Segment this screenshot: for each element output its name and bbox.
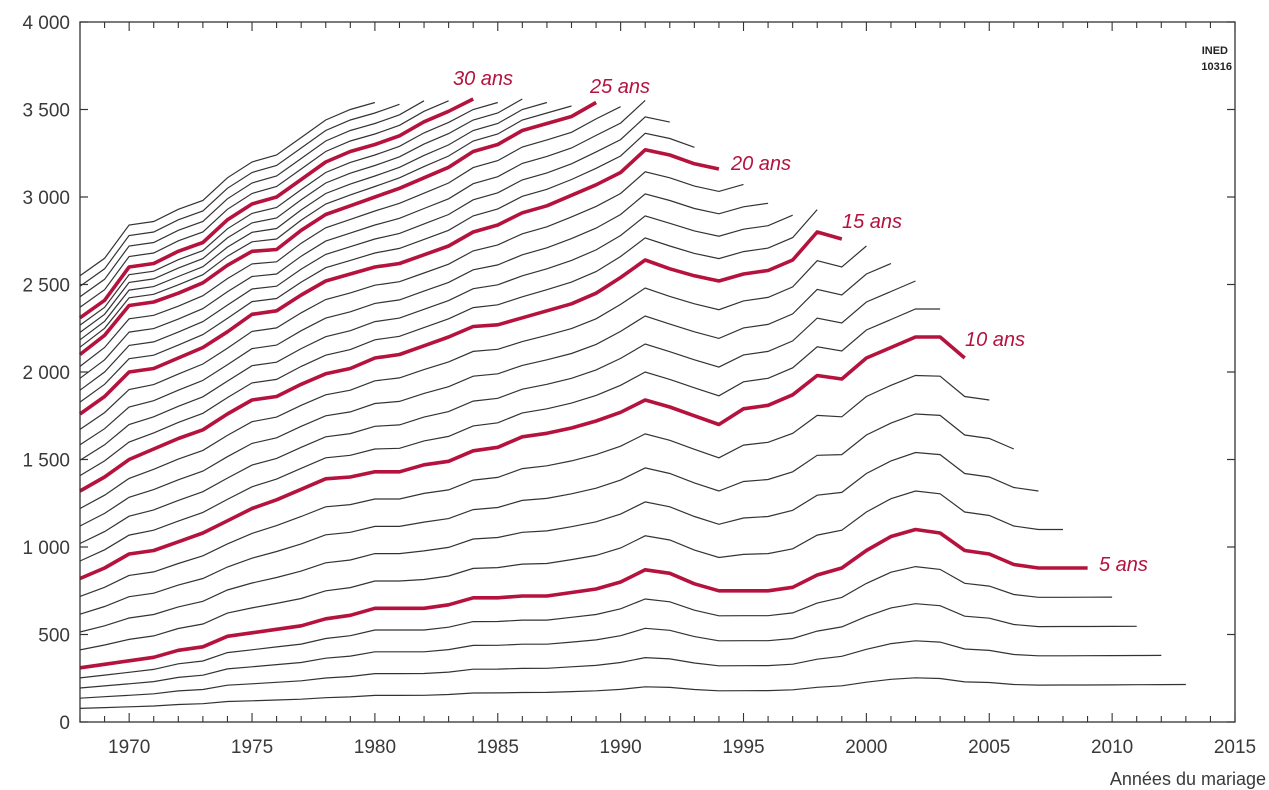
series-label: 25 ans bbox=[589, 76, 650, 98]
y-tick-label: 0 bbox=[59, 713, 70, 734]
y-tick-label: 1 500 bbox=[22, 451, 70, 472]
background-series-line bbox=[79, 490, 1063, 651]
highlighted-series-line bbox=[79, 335, 966, 581]
x-tick-label: 1980 bbox=[354, 737, 396, 758]
background-series-lines bbox=[79, 98, 1186, 709]
x-tick-label: 2010 bbox=[1091, 737, 1133, 758]
highlighted-series-line bbox=[79, 527, 1088, 670]
x-tick-label: 1985 bbox=[477, 737, 519, 758]
y-tick-label: 1 000 bbox=[22, 538, 70, 559]
y-tick-label: 500 bbox=[38, 626, 70, 647]
labels: 5 ans 10 ans 15 ans 20 ans 25 ans 30 ans bbox=[453, 68, 1148, 576]
background-series-line bbox=[79, 171, 744, 430]
series-label: 15 ans bbox=[842, 211, 902, 233]
x-tick-label: 1995 bbox=[722, 737, 764, 758]
x-tick-label: 1970 bbox=[108, 737, 150, 758]
x-tick-label: 1990 bbox=[599, 737, 641, 758]
background-series-line bbox=[79, 262, 892, 527]
background-series-line bbox=[79, 308, 941, 562]
background-series-line bbox=[79, 214, 793, 461]
y-tick-label: 3 000 bbox=[22, 188, 70, 209]
background-series-line bbox=[79, 101, 376, 277]
y-tick-label: 3 500 bbox=[22, 101, 70, 122]
background-series-line bbox=[79, 565, 1113, 679]
background-series-line bbox=[79, 101, 498, 326]
series-label: 20 ans bbox=[730, 153, 791, 175]
y-tick-label: 2 500 bbox=[22, 276, 70, 297]
series-label: 10 ans bbox=[965, 329, 1025, 351]
background-series-line bbox=[79, 100, 449, 308]
background-series-line bbox=[79, 100, 425, 298]
highlighted-series-line bbox=[78, 97, 475, 320]
background-series-line bbox=[79, 99, 646, 379]
background-series-line bbox=[79, 451, 1039, 633]
highlighted-series-line bbox=[78, 148, 720, 416]
background-series-line bbox=[79, 105, 572, 348]
background-series-line bbox=[79, 116, 670, 391]
highlighted-series-line bbox=[78, 100, 597, 356]
highlighted-series-line bbox=[79, 230, 843, 493]
background-series-line bbox=[79, 280, 916, 545]
background-series-line bbox=[79, 640, 1162, 699]
series-label: 5 ans bbox=[1099, 554, 1148, 576]
x-tick-label: 2015 bbox=[1214, 737, 1256, 758]
background-series-line bbox=[79, 103, 400, 287]
background-series-line bbox=[79, 413, 1015, 615]
highlighted-series-lines bbox=[78, 97, 1088, 670]
background-series-line bbox=[79, 374, 990, 597]
y-tick-label: 2 000 bbox=[22, 363, 70, 384]
background-series-line bbox=[79, 245, 867, 510]
background-series-line bbox=[79, 101, 548, 341]
plot-frame bbox=[79, 21, 1236, 723]
source-tag-line2: 10316 bbox=[1201, 61, 1232, 73]
x-tick-label: 1975 bbox=[231, 737, 273, 758]
background-series-line bbox=[79, 193, 769, 446]
source-tag-line1: INED bbox=[1202, 45, 1228, 57]
background-series-line bbox=[79, 677, 1186, 709]
background-series-line bbox=[79, 209, 818, 477]
background-series-line bbox=[79, 603, 1137, 689]
background-series-line bbox=[79, 106, 621, 367]
x-tick-label: 2000 bbox=[845, 737, 887, 758]
x-axis-label: Années du mariage bbox=[1110, 769, 1266, 789]
background-series-line bbox=[79, 98, 523, 333]
x-tick-label: 2005 bbox=[968, 737, 1010, 758]
series-label: 30 ans bbox=[453, 68, 513, 90]
background-series-line bbox=[79, 132, 695, 403]
y-tick-label: 4 000 bbox=[22, 13, 70, 34]
axes: 0 500 1 000 1 500 2 000 2 500 3 000 3 500 4 000 1… bbox=[22, 13, 1256, 758]
